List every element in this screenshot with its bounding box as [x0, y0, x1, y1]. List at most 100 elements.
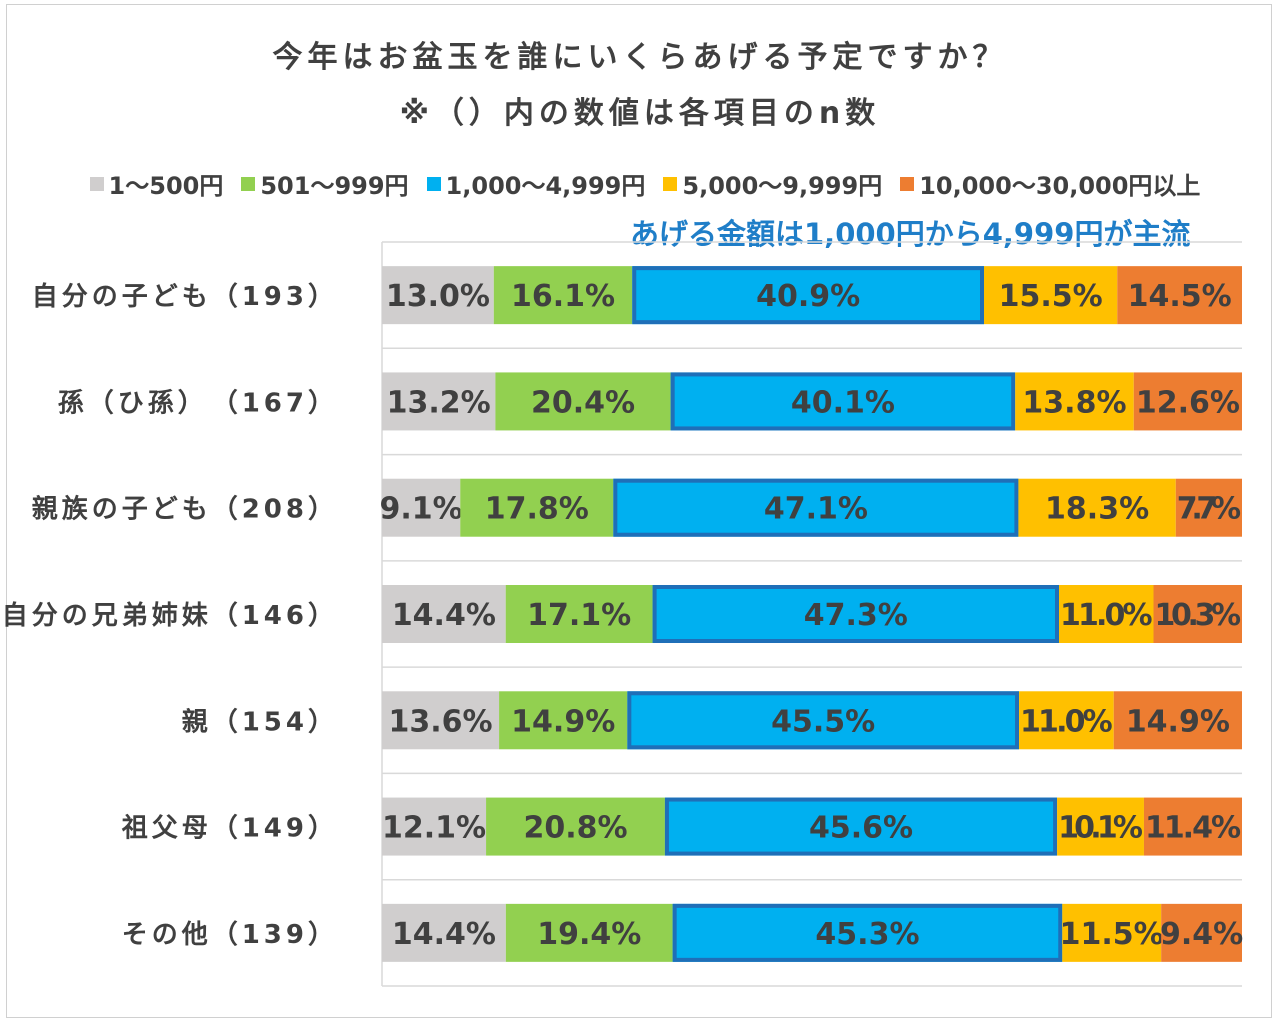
bar-segment	[1018, 478, 1176, 537]
category-label: 親族の子ども（208）	[32, 494, 338, 525]
category-label: 祖父母（149）	[121, 814, 338, 844]
legend-swatch	[241, 176, 256, 191]
data-label: 18.3%	[1045, 492, 1149, 527]
highlight-border	[672, 903, 1063, 962]
bar-segment	[613, 478, 1019, 537]
category-label: 自分の子ども（193）	[32, 281, 338, 312]
data-label: 14.9%	[1126, 704, 1230, 739]
bar-segment	[505, 585, 653, 643]
bar-segment	[672, 903, 1063, 962]
legend-item-5000-9999: 5,000～9,999円	[663, 166, 882, 201]
data-label: 45.5%	[771, 704, 875, 739]
data-label: 45.6%	[809, 811, 913, 846]
chart-title: 今年はお盆玉を誰にいくらあげる予定ですか？	[272, 40, 1008, 75]
data-label: 17.1%	[527, 598, 631, 633]
legend-label: 5,000～9,999円	[682, 172, 883, 200]
legend-label: 10,000～30,000円以上	[919, 172, 1201, 200]
chart-subtitle: ※（）内の数値は各項目のn数	[399, 96, 881, 131]
data-label: 20.4%	[531, 385, 635, 420]
bar-segment	[1019, 691, 1114, 750]
bar-segment	[382, 903, 506, 962]
highlight-border	[652, 585, 1060, 643]
highlight-border	[670, 372, 1016, 431]
data-label: 45.3%	[815, 917, 919, 952]
legend-swatch	[900, 176, 915, 191]
data-label: 47.3%	[804, 598, 908, 633]
data-label: 13.6%	[388, 704, 492, 739]
chart-frame	[6, 4, 1272, 1018]
data-label: 19.4%	[537, 917, 641, 952]
data-label: 40.1%	[791, 385, 895, 420]
data-label: 9.1%	[380, 492, 463, 527]
highlight-border	[627, 691, 1020, 750]
bar-segment	[1113, 691, 1242, 750]
data-label: 14.4%	[392, 917, 496, 952]
bar-segment	[1015, 372, 1134, 431]
data-label: 14.5%	[1128, 279, 1232, 314]
bar-segment	[499, 691, 628, 750]
bar-segment	[664, 797, 1058, 856]
bar-segment	[460, 478, 614, 537]
bar-segment	[495, 372, 671, 431]
bar-segment	[1153, 585, 1242, 643]
data-label: 10.3%	[1155, 598, 1241, 633]
legend-label: 1～500円	[108, 172, 224, 200]
data-label: 12.1%	[382, 811, 486, 846]
data-label: 14.9%	[511, 704, 615, 739]
legend-item-1-500: 1～500円	[89, 166, 224, 201]
legend-swatch	[663, 176, 678, 191]
bar-segment	[382, 478, 461, 537]
bar-segment	[632, 266, 984, 325]
bar-segment	[984, 266, 1118, 325]
bar-segment	[1057, 797, 1144, 856]
bar-segment	[670, 372, 1016, 431]
data-label: 10.1%	[1058, 811, 1143, 846]
legend-item-10000-plus: 10,000～30,000円以上	[900, 166, 1200, 201]
data-label: 11.5%	[1060, 917, 1164, 952]
legend-swatch	[89, 176, 104, 191]
bar-segment	[493, 266, 633, 325]
category-label: 自分の兄弟姉妹（146）	[2, 600, 338, 631]
bar-segment	[382, 266, 494, 325]
bar-segment	[627, 691, 1020, 750]
legend-swatch	[426, 176, 441, 191]
bar-segment	[1143, 797, 1242, 856]
data-label: 16.1%	[511, 279, 615, 314]
data-label: 9.4%	[1160, 917, 1243, 952]
data-label: 7.7%	[1177, 492, 1241, 527]
bar-segment	[505, 903, 673, 962]
chart-annotation: あげる金額は1,000円から4,999円が主流	[630, 217, 1191, 251]
legend-item-1000-4999: 1,000～4,999円	[426, 166, 646, 201]
bar-segment	[382, 372, 496, 431]
bar-segment	[486, 797, 665, 856]
category-label: その他（139）	[122, 920, 338, 950]
bar-segment	[382, 585, 506, 643]
category-label: 親（154）	[182, 707, 338, 737]
highlight-border	[613, 478, 1019, 537]
category-label: 孫（ひ孫） （167）	[58, 388, 338, 418]
data-label: 13.0%	[386, 279, 490, 314]
data-label: 11.0%	[1020, 704, 1113, 739]
data-label: 11.0%	[1060, 598, 1153, 633]
bar-segment	[1062, 903, 1162, 962]
bar-segment	[652, 585, 1060, 643]
data-label: 47.1%	[764, 492, 868, 527]
bar-segment	[1117, 266, 1242, 325]
data-label: 15.5%	[999, 279, 1103, 314]
data-label: 11.4%	[1145, 811, 1241, 846]
bar-segment	[1161, 903, 1242, 962]
highlight-border	[632, 266, 984, 325]
data-label: 13.2%	[387, 385, 491, 420]
legend-label: 1,000～4,999円	[445, 172, 646, 200]
bar-segment	[382, 797, 487, 856]
highlight-border	[664, 797, 1058, 856]
legend-item-501-999: 501～999円	[241, 166, 409, 201]
bar-segment	[1059, 585, 1154, 643]
data-label: 14.4%	[392, 598, 496, 633]
data-label: 40.9%	[756, 279, 860, 314]
bar-segment	[382, 691, 500, 750]
legend-label: 501～999円	[260, 172, 409, 200]
data-label: 13.8%	[1022, 385, 1126, 420]
bar-segment	[1175, 478, 1242, 537]
data-label: 12.6%	[1136, 385, 1240, 420]
